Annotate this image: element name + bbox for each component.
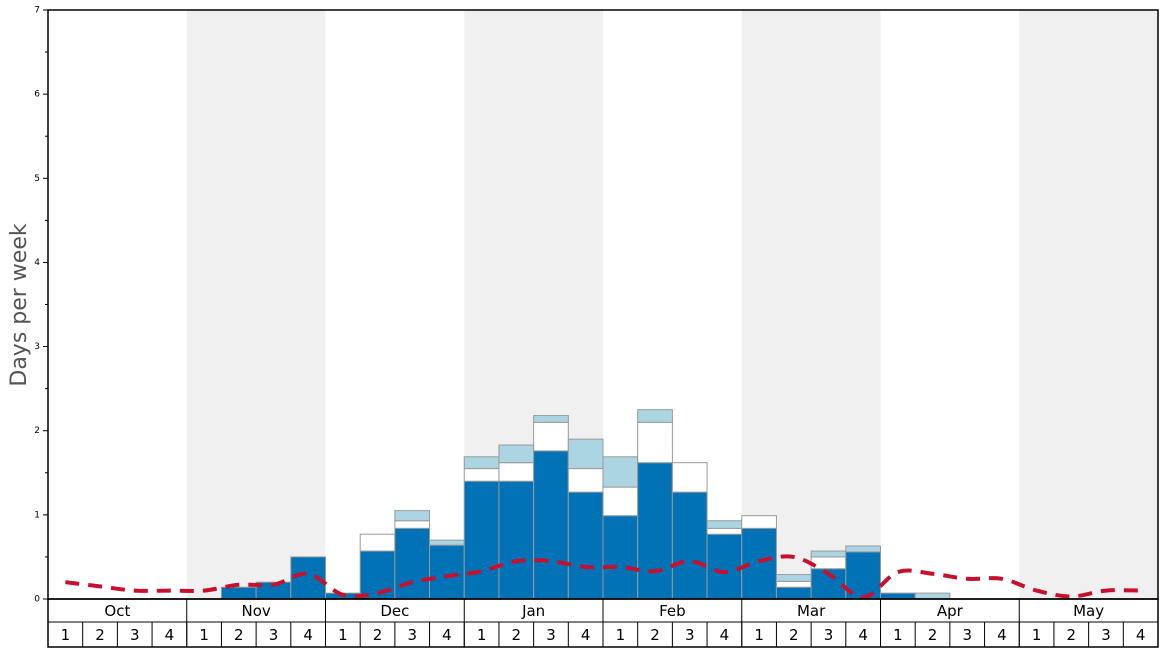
bar-segment — [741, 515, 777, 529]
month-shade — [186, 10, 326, 599]
x-tick-label: 1 — [1032, 626, 1042, 644]
bar-segment — [706, 533, 743, 600]
x-tick-label: 1 — [338, 626, 348, 644]
bar-segment — [602, 515, 639, 600]
x-tick-label: 2 — [789, 626, 799, 644]
y-axis-label: Days per week — [7, 223, 32, 386]
x-tick-label: 1 — [199, 626, 209, 644]
bar-segment — [810, 556, 847, 570]
x-tick-label: 1 — [893, 626, 903, 644]
month-label: Jan — [521, 602, 545, 620]
x-tick-label: 1 — [477, 626, 487, 644]
y-tick-label: 2 — [34, 426, 40, 436]
x-tick-label: 4 — [442, 626, 452, 644]
bar-segment — [880, 592, 916, 600]
bar-segment — [567, 491, 604, 600]
bar-segment — [533, 421, 569, 452]
x-tick-label: 4 — [858, 626, 868, 644]
bar-segment — [671, 491, 708, 600]
x-tick-label: 3 — [546, 626, 556, 644]
x-tick-label: 2 — [650, 626, 660, 644]
bar-segment — [394, 520, 431, 529]
bar-segment — [567, 468, 604, 493]
x-tick-label: 3 — [962, 626, 972, 644]
month-shade — [741, 10, 881, 599]
bar-segment — [394, 510, 431, 522]
x-tick-label: 2 — [373, 626, 383, 644]
bar-segment — [498, 462, 535, 482]
x-tick-label: 2 — [1067, 626, 1077, 644]
x-tick-label: 3 — [685, 626, 695, 644]
bar-segment — [602, 486, 639, 517]
bar-segment — [533, 415, 569, 423]
bar-segment — [914, 592, 951, 600]
bar-segment — [845, 545, 881, 553]
bar-segment — [637, 409, 673, 423]
bar-segment — [602, 456, 639, 488]
month-label: May — [1073, 602, 1104, 620]
y-tick-label: 1 — [34, 510, 40, 520]
x-tick-label: 3 — [130, 626, 140, 644]
month-label: Mar — [797, 602, 826, 620]
month-label: Apr — [937, 602, 964, 620]
bar-segment — [706, 520, 743, 529]
bar-segment — [498, 444, 535, 464]
x-tick-label: 4 — [997, 626, 1007, 644]
month-label: Dec — [380, 602, 409, 620]
x-tick-label: 2 — [95, 626, 105, 644]
x-tick-label: 1 — [754, 626, 764, 644]
x-tick-label: 2 — [234, 626, 244, 644]
y-tick-label: 7 — [34, 6, 40, 16]
x-tick-label: 3 — [407, 626, 417, 644]
x-tick-label: 3 — [269, 626, 279, 644]
month-label: Feb — [659, 602, 686, 620]
x-tick-label: 2 — [928, 626, 938, 644]
bar-segment — [463, 456, 500, 470]
x-tick-label: 4 — [720, 626, 730, 644]
month-label: Oct — [104, 602, 130, 620]
bar-segment — [706, 527, 743, 535]
bar-segment — [359, 533, 396, 552]
bar-segment — [498, 480, 535, 600]
month-shade — [1019, 10, 1158, 599]
x-tick-label: 4 — [1136, 626, 1146, 644]
bar-segment — [533, 450, 569, 600]
bar-segment — [775, 586, 812, 600]
x-tick-label: 2 — [512, 626, 522, 644]
month-label: Nov — [241, 602, 270, 620]
bar-segment — [637, 462, 673, 600]
bar-segment — [775, 580, 812, 588]
y-tick-label: 3 — [34, 342, 40, 352]
bar-segment — [567, 438, 604, 470]
x-tick-label: 3 — [1101, 626, 1111, 644]
y-tick-label: 4 — [34, 258, 40, 268]
bar-segment — [220, 586, 257, 600]
bar-segment — [671, 462, 708, 493]
bar-segment — [463, 480, 500, 600]
x-tick-label: 1 — [616, 626, 626, 644]
x-tick-label: 3 — [824, 626, 834, 644]
bar-segment — [394, 527, 431, 600]
x-tick-label: 4 — [303, 626, 313, 644]
x-tick-label: 1 — [61, 626, 71, 644]
bar-segment — [463, 468, 500, 482]
x-tick-label: 4 — [581, 626, 591, 644]
y-tick-label: 0 — [34, 595, 40, 605]
x-tick-label: 4 — [165, 626, 175, 644]
bar-segment — [637, 421, 673, 464]
bar-segment — [810, 550, 847, 558]
bar-segment — [429, 539, 465, 546]
y-tick-label: 6 — [34, 90, 40, 100]
y-tick-label: 5 — [34, 174, 40, 184]
bar-segment — [429, 544, 465, 600]
bar-segment — [775, 574, 812, 582]
